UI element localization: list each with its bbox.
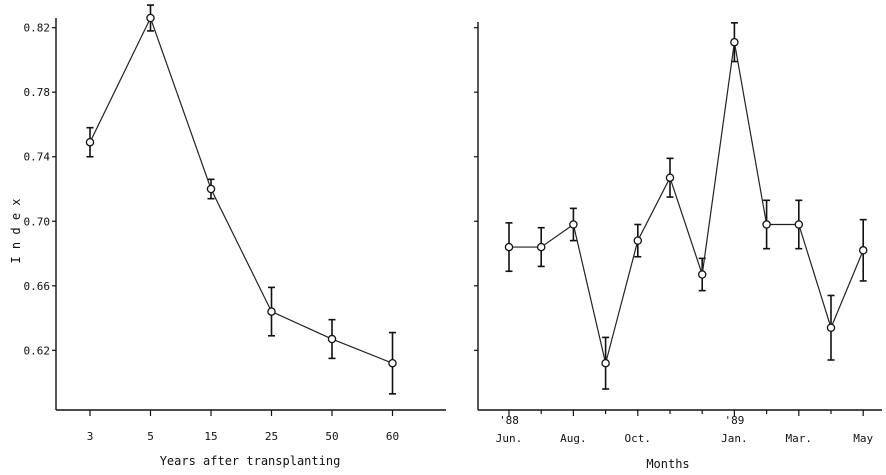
left-y-tick-label: 0.66 — [24, 280, 51, 293]
left-y-tick-label: 0.78 — [24, 86, 51, 99]
left-x-axis-label: Years after transplanting — [160, 454, 341, 468]
right-data-point — [504, 242, 514, 252]
left-x-tick-label: 50 — [325, 430, 338, 443]
right-x-axis-label: Months — [646, 457, 689, 471]
right-chart: Months Jun. Aug. Oct. Jan. Mar. May '88 '89 — [474, 22, 882, 471]
left-y-axis-label: I n d e x — [9, 198, 23, 263]
left-data-point — [146, 13, 155, 23]
right-data-point — [536, 242, 546, 252]
left-x-tick-label: 25 — [265, 430, 278, 443]
right-x-tick-label: May — [853, 432, 873, 445]
left-x-tick-label: 3 — [87, 430, 94, 443]
left-data-point — [388, 358, 397, 368]
right-data-point — [633, 236, 643, 245]
right-year-marker: '89 — [724, 414, 744, 427]
right-data-point — [794, 220, 804, 229]
right-x-tick-label: Aug. — [560, 432, 587, 445]
left-y-tick-label: 0.62 — [24, 344, 51, 357]
left-x-tick-label: 5 — [147, 430, 154, 443]
right-data-point — [569, 220, 578, 229]
right-x-tick-label: Jan. — [721, 432, 748, 445]
left-series-line — [89, 16, 393, 364]
left-x-tick-label: 60 — [386, 430, 399, 443]
left-data-point — [85, 137, 95, 147]
left-data-point — [327, 334, 337, 344]
left-y-tick-label: 0.74 — [24, 151, 51, 164]
right-data-point — [697, 270, 707, 279]
left-y-tick-label: 0.82 — [24, 22, 51, 35]
left-y-tick-label: 0.70 — [24, 215, 51, 228]
left-data-point — [206, 184, 216, 194]
right-data-point — [826, 323, 836, 332]
right-data-point — [858, 246, 868, 255]
right-data-point — [762, 220, 771, 229]
right-series-line — [509, 42, 864, 364]
right-data-point — [730, 37, 739, 47]
left-x-tick-label: 15 — [204, 430, 217, 443]
left-data-point — [267, 307, 276, 316]
right-data-point — [665, 173, 675, 182]
right-data-point — [601, 358, 610, 368]
right-x-tick-label: Oct. — [625, 432, 652, 445]
right-x-tick-label: Jun. — [496, 432, 523, 445]
left-chart: I n d e x Years after transplanting 0.62… — [9, 4, 446, 468]
right-year-marker: '88 — [499, 414, 519, 427]
right-x-tick-label: Mar. — [786, 432, 813, 445]
